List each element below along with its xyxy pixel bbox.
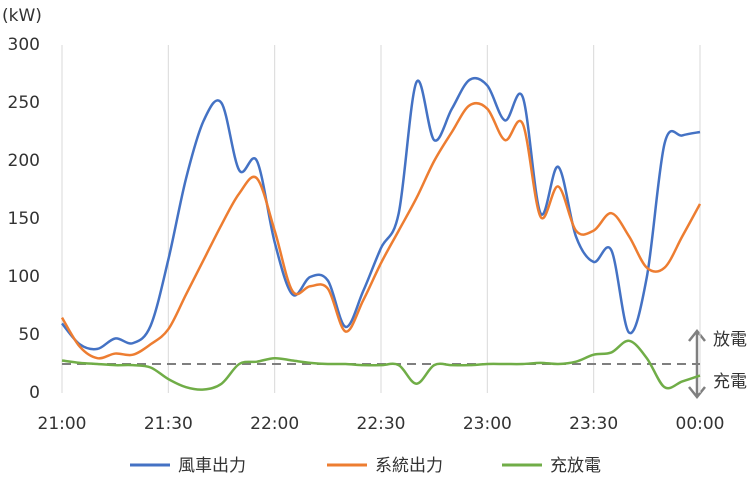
x-tick-label: 23:30 — [569, 414, 618, 434]
x-tick-label: 00:00 — [676, 414, 725, 434]
y-tick-label: 150 — [8, 209, 40, 229]
series-line — [61, 339, 701, 391]
y-tick-label: 0 — [29, 383, 40, 403]
series-line — [60, 101, 702, 360]
annotation: 放電 — [713, 330, 747, 350]
x-tick-label: 22:00 — [250, 414, 299, 434]
legend-label: 充放電 — [550, 456, 601, 476]
y-tick-label: 50 — [18, 325, 40, 345]
y-tick-label: 250 — [8, 93, 40, 113]
y-tick-label: 200 — [8, 151, 40, 171]
x-tick-label: 23:00 — [463, 414, 512, 434]
x-tick-label: 22:30 — [357, 414, 406, 434]
x-tick-label: 21:30 — [144, 414, 193, 434]
series-line — [61, 76, 701, 351]
y-tick-label: 100 — [8, 267, 40, 287]
legend-label: 系統出力 — [375, 456, 443, 476]
y-tick-label: 300 — [8, 35, 40, 55]
arrow-heads — [688, 328, 706, 400]
y-axis-label: (kW) — [2, 6, 42, 26]
annotation: 充電 — [713, 372, 747, 392]
x-tick-label: 21:00 — [38, 414, 87, 434]
legend-label: 風車出力 — [178, 456, 246, 476]
